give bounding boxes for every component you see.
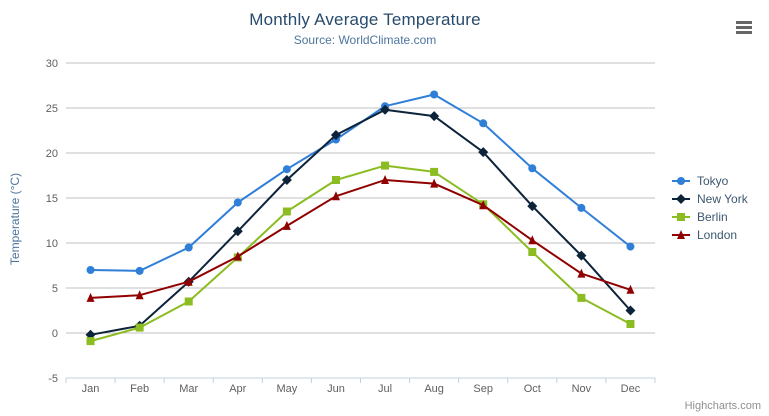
x-axis-label: Mar <box>179 383 198 395</box>
data-point <box>528 248 537 256</box>
x-axis-label: Feb <box>130 383 149 395</box>
data-point <box>577 268 586 278</box>
data-point <box>429 111 440 122</box>
data-point <box>528 235 537 245</box>
hamburger-icon <box>736 26 752 29</box>
chart-subtitle: Source: WorldClimate.com <box>293 33 437 47</box>
data-point <box>184 276 193 286</box>
y-axis-label: 10 <box>46 238 58 250</box>
data-point <box>282 220 291 230</box>
legend: Tokyo New York Berlin London <box>672 172 748 244</box>
y-axis-label: 25 <box>46 103 58 115</box>
data-point <box>479 119 488 128</box>
legend-label: London <box>697 228 738 242</box>
data-point <box>281 175 292 185</box>
data-point <box>135 266 144 275</box>
legend-label: New York <box>697 192 748 206</box>
credits-link[interactable]: Highcharts.com <box>684 400 761 412</box>
x-axis-labels: Jan Feb Mar Apr May Jun Jul Aug Sep Oct Nov Dec <box>82 383 641 395</box>
data-point <box>528 164 537 173</box>
series-london <box>86 175 635 302</box>
data-point <box>677 230 685 239</box>
legend-item-berlin[interactable]: Berlin <box>672 208 748 226</box>
series-new-york <box>85 104 636 340</box>
square-marker-icon <box>672 213 690 221</box>
export-menu-button[interactable] <box>736 21 752 34</box>
data-point <box>430 90 439 99</box>
data-point <box>282 165 291 174</box>
y-axis-label: 30 <box>46 58 58 70</box>
data-point <box>677 213 685 221</box>
gridlines <box>66 62 655 379</box>
series-line-london <box>89 179 632 299</box>
x-axis <box>65 377 656 383</box>
legend-item-tokyo[interactable]: Tokyo <box>672 172 748 190</box>
x-axis-label: Jun <box>327 383 345 395</box>
data-point <box>184 297 193 306</box>
x-axis-label: Jul <box>378 383 392 395</box>
x-axis-label: Aug <box>424 383 444 395</box>
hamburger-icon <box>736 21 752 24</box>
circle-marker-icon <box>672 177 690 185</box>
x-axis-label: Oct <box>524 383 541 395</box>
y-axis-label: -5 <box>48 373 58 385</box>
legend-label: Tokyo <box>697 174 729 188</box>
data-point <box>626 242 635 251</box>
data-point <box>430 167 439 176</box>
data-point <box>676 194 686 204</box>
x-axis-label: May <box>276 383 297 395</box>
legend-label: Berlin <box>697 210 728 224</box>
data-point <box>86 337 95 346</box>
data-point <box>233 198 242 207</box>
legend-item-london[interactable]: London <box>672 226 748 244</box>
data-point <box>331 176 340 184</box>
y-axis-labels: -5 0 5 10 15 20 25 30 <box>46 58 58 385</box>
series-line-tokyo <box>89 93 632 272</box>
data-point <box>331 191 340 201</box>
y-axis-label: 0 <box>52 328 58 340</box>
x-axis-label: Nov <box>572 383 592 395</box>
data-point <box>381 175 390 184</box>
y-axis-label: 20 <box>46 148 58 160</box>
data-point <box>184 243 193 252</box>
data-point <box>626 284 635 294</box>
data-point <box>625 305 636 316</box>
data-point <box>380 104 391 115</box>
data-point <box>282 207 291 216</box>
y-axis-label: 15 <box>46 193 58 205</box>
triangle-marker-icon <box>672 230 690 239</box>
data-point <box>430 178 439 188</box>
data-point <box>86 266 95 274</box>
chart-title: Monthly Average Temperature <box>249 10 481 29</box>
data-point <box>381 161 390 170</box>
data-point <box>479 200 488 210</box>
data-point <box>330 130 341 140</box>
series-line-berlin <box>89 164 632 343</box>
hamburger-icon <box>736 31 752 34</box>
y-axis-label: 5 <box>52 283 58 295</box>
data-point <box>478 147 489 158</box>
x-axis-label: Apr <box>229 383 246 395</box>
data-point <box>527 201 538 212</box>
diamond-marker-icon <box>672 194 690 204</box>
data-point <box>232 226 243 237</box>
data-point <box>677 177 685 185</box>
data-point <box>577 293 586 302</box>
data-point <box>626 320 635 328</box>
data-point <box>577 203 586 212</box>
legend-item-new-york[interactable]: New York <box>672 190 748 208</box>
x-axis-label: Sep <box>473 383 493 395</box>
data-point <box>135 290 144 300</box>
y-axis-title: Temperature (°C) <box>8 172 22 266</box>
data-point <box>86 292 95 302</box>
data-point <box>135 323 144 332</box>
x-axis-label: Dec <box>621 383 641 395</box>
series-tokyo <box>86 90 635 275</box>
data-point <box>233 251 242 261</box>
x-axis-label: Jan <box>82 383 100 395</box>
data-point <box>576 250 587 261</box>
series-line-new-york <box>89 108 632 336</box>
